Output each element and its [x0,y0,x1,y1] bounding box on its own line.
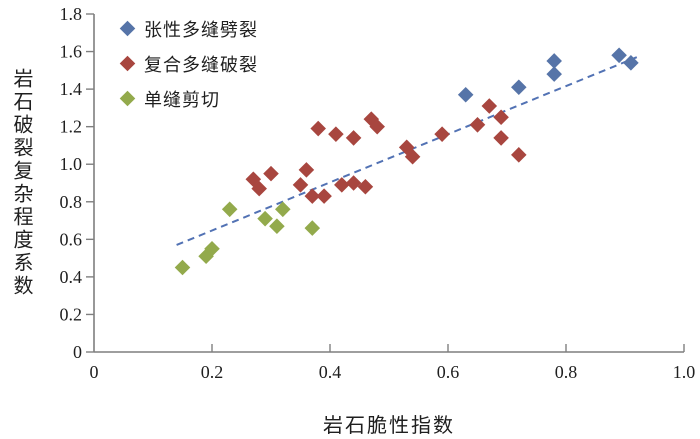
data-point-series-2 [304,220,321,236]
legend-label: 张性多缝劈裂 [144,19,258,40]
data-point-series-2 [221,201,238,218]
x-tick-label: 0.4 [319,362,342,382]
diamond-icon [119,90,136,107]
x-tick-label: 1.0 [673,362,696,382]
data-point-series-2 [269,218,285,234]
x-tick-label: 0.2 [201,362,224,382]
data-point-series-1 [493,130,509,146]
data-point-series-1 [316,188,332,204]
legend-item-tensile: 张性多缝劈裂 [119,11,258,46]
data-point-series-0 [611,47,627,64]
x-tick-label: 0.8 [555,362,578,382]
y-tick-label: 1.2 [60,117,83,137]
legend-item-single: 单缝剪切 [119,81,258,116]
y-tick-label: 0.2 [60,304,83,324]
data-point-series-1 [345,130,362,146]
data-point-series-2 [257,210,273,227]
y-tick-label: 0.8 [60,192,83,212]
trend-line [176,56,638,246]
legend-item-composite: 复合多缝破裂 [119,46,258,81]
data-point-series-1 [292,177,309,193]
data-point-series-1 [328,126,344,142]
y-tick-label: 1.0 [60,154,83,174]
x-tick-label: 0.6 [437,362,460,382]
data-point-series-1 [298,162,315,178]
data-point-series-0 [546,53,562,69]
data-point-series-1 [310,120,326,137]
data-point-series-2 [174,259,191,276]
data-point-series-0 [457,86,474,103]
legend-marker-blue [119,20,136,37]
y-tick-label: 0 [73,342,82,362]
legend-marker-red [119,55,136,72]
legend: 张性多缝劈裂 复合多缝破裂 单缝剪切 [119,11,258,116]
legend-label: 复合多缝破裂 [144,54,258,75]
y-tick-label: 0.6 [60,229,83,249]
legend-marker-green [119,90,136,107]
data-point-series-1 [511,147,527,163]
diamond-icon [119,20,136,37]
data-point-series-1 [263,165,279,182]
data-point-series-1 [493,109,509,126]
y-tick-label: 1.4 [60,79,83,99]
x-axis-title: 岩石脆性指数 [323,415,455,437]
y-tick-label: 1.6 [60,42,83,62]
y-axis-title: 岩石破裂复杂程度系数 [10,68,32,298]
data-point-series-2 [204,240,220,257]
data-point-series-0 [511,79,527,96]
data-point-series-1 [469,117,486,133]
y-tick-label: 1.8 [60,4,83,24]
legend-label: 单缝剪切 [144,89,220,110]
data-point-series-1 [357,178,374,195]
data-point-series-1 [481,98,498,114]
data-point-series-1 [345,175,362,191]
y-tick-label: 0.4 [60,267,83,287]
diamond-icon [119,55,136,72]
x-tick-label: 0 [90,362,99,382]
